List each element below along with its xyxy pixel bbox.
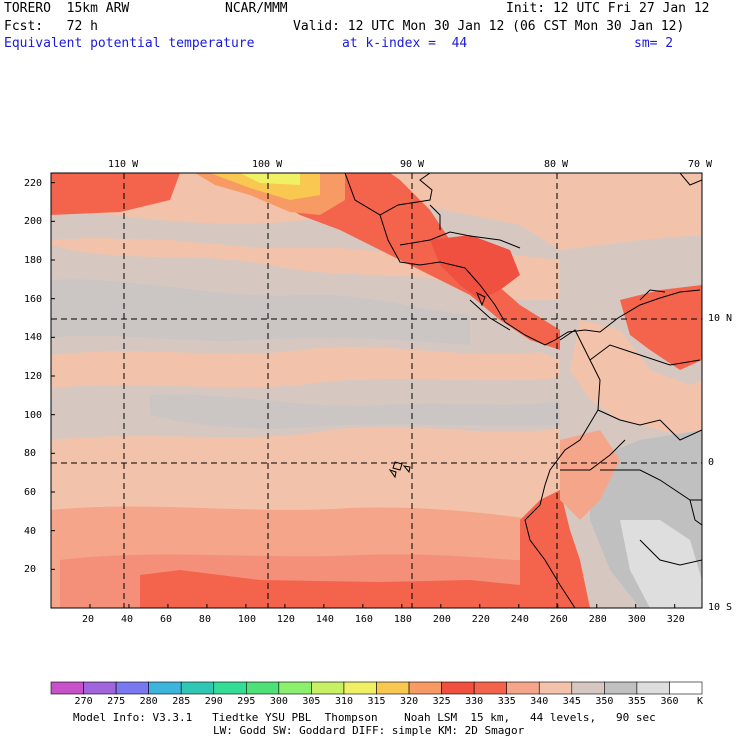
- colorbar-label: 315: [367, 696, 386, 707]
- colorbar-swatch: [148, 681, 182, 695]
- model-info: Model Info: V3.3.1 Tiedtke YSU PBL Thomp…: [73, 711, 656, 724]
- colorbar-label: 360: [660, 696, 679, 707]
- lon-label-80w: 80 W: [544, 159, 569, 170]
- colorbar-label: 275: [107, 696, 126, 707]
- y-tick-label: 140: [24, 332, 43, 344]
- theta-e-field: [51, 173, 702, 608]
- x-tick-label: 20: [81, 614, 95, 625]
- lon-label-70w: 70 W: [688, 159, 713, 170]
- colorbar-label: 290: [204, 696, 223, 707]
- x-tick-label: 80: [198, 614, 211, 625]
- x-tick-label: 200: [432, 614, 451, 625]
- colorbar-swatch: [506, 681, 540, 695]
- lon-label-90w: 90 W: [400, 159, 425, 170]
- x-tick-label: 160: [354, 614, 373, 625]
- colorbar-swatch: [115, 681, 149, 695]
- colorbar-swatch: [278, 681, 312, 695]
- init-time: Init: 12 UTC Fri 27 Jan 12: [506, 1, 710, 16]
- field-name: Equivalent potential temperature: [4, 36, 255, 51]
- colorbar-swatch: [538, 681, 573, 695]
- map-frame: [50, 172, 703, 609]
- x-tick-label: 120: [276, 614, 295, 625]
- colorbar-swatch: [246, 681, 280, 695]
- y-tick-label: 160: [24, 293, 43, 305]
- y-tick-label: 180: [24, 255, 43, 266]
- colorbar-label: 330: [465, 696, 484, 707]
- lat-label-0: 0: [708, 457, 715, 468]
- valid-time: Valid: 12 UTC Mon 30 Jan 12 (06 CST Mon …: [293, 19, 685, 34]
- k-index-label: at k-index = 44: [342, 36, 468, 51]
- x-tick-label: 140: [315, 614, 334, 625]
- colorbar-label: 285: [172, 696, 191, 707]
- colorbar-label: 340: [530, 696, 549, 707]
- colorbar-swatch: [408, 681, 442, 695]
- x-tick-label: 220: [471, 614, 490, 625]
- x-tick-label: 320: [666, 614, 685, 625]
- y-tick-label: 220: [24, 177, 43, 189]
- lon-label-110w: 110 W: [108, 159, 139, 170]
- x-tick-label: 100: [237, 614, 256, 625]
- y-tick-label: 100: [24, 409, 43, 421]
- lat-label-10s: 10 S: [708, 602, 733, 613]
- colorbar-swatch: [311, 681, 345, 695]
- lat-lon-grid: [51, 173, 702, 608]
- lat-label-10n: 10 N: [708, 313, 733, 324]
- colorbar-swatch: [83, 681, 117, 695]
- colorbar-swatch: [180, 681, 215, 695]
- colorbar-label: 350: [595, 696, 614, 707]
- colorbar-swatch: [376, 681, 410, 695]
- colorbar-label: 355: [627, 696, 646, 707]
- colorbar-label: 295: [237, 696, 256, 707]
- colorbar-swatch: [441, 681, 475, 695]
- x-tick-label: 280: [588, 614, 607, 625]
- x-tick-label: 180: [393, 614, 412, 625]
- x-tick-label: 60: [159, 614, 172, 625]
- colorbar: [50, 681, 703, 695]
- colorbar-label: 270: [74, 696, 93, 707]
- colorbar-swatch: [669, 681, 703, 695]
- x-tick-label: 240: [510, 614, 529, 625]
- physics-info: LW: Godd SW: Goddard DIFF: simple KM: 2D…: [213, 724, 525, 737]
- institution-label: NCAR/MMM: [225, 1, 288, 16]
- y-tick-label: 80: [24, 448, 37, 460]
- y-tick-label: 40: [24, 525, 37, 537]
- forecast-hour: Fcst: 72 h: [4, 19, 98, 34]
- colorbar-swatch: [636, 681, 670, 695]
- colorbar-swatch: [50, 681, 84, 695]
- colorbar-swatch: [473, 681, 507, 695]
- colorbar-unit: K: [697, 696, 704, 707]
- colorbar-label: 310: [334, 696, 353, 707]
- x-tick-label: 260: [549, 614, 568, 625]
- colorbar-label: 345: [562, 696, 581, 707]
- smoothing-label: sm= 2: [634, 36, 674, 51]
- y-tick-label: 120: [24, 371, 43, 382]
- country-boundaries: [344, 173, 702, 608]
- model-title: TORERO 15km ARW: [4, 1, 130, 16]
- y-tick-label: 60: [24, 487, 37, 498]
- colorbar-swatch: [571, 681, 605, 695]
- y-tick-label: 20: [24, 564, 37, 576]
- colorbar-label: 320: [400, 696, 419, 707]
- colorbar-swatch: [343, 681, 377, 695]
- colorbar-label: 335: [497, 696, 516, 707]
- axis-ticks: [51, 182, 676, 608]
- x-tick-label: 40: [120, 614, 133, 625]
- colorbar-label: 305: [302, 696, 321, 707]
- colorbar-label: 280: [139, 696, 158, 707]
- y-tick-label: 200: [24, 216, 43, 228]
- x-tick-label: 300: [627, 614, 646, 625]
- colorbar-swatch: [604, 681, 638, 695]
- lon-label-100w: 100 W: [252, 159, 283, 170]
- colorbar-swatch: [213, 681, 247, 695]
- colorbar-label: 300: [269, 696, 288, 707]
- colorbar-label: 325: [432, 696, 451, 707]
